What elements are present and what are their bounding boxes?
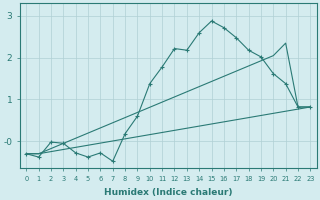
- X-axis label: Humidex (Indice chaleur): Humidex (Indice chaleur): [104, 188, 233, 197]
